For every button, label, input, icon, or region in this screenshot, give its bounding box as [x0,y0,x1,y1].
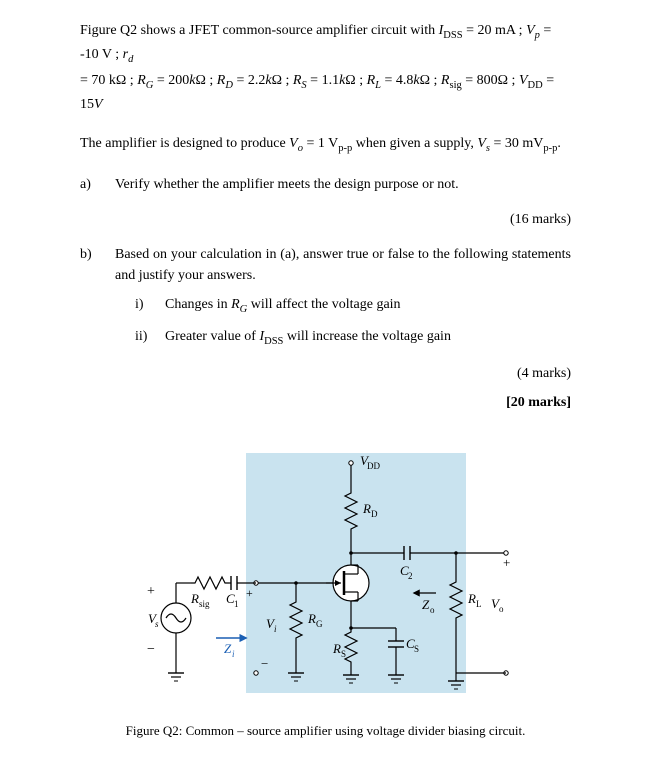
part-b: b) Based on your calculation in (a), ans… [80,244,571,349]
svg-text:−: − [261,656,268,671]
svg-text:R: R [467,591,476,606]
part-b-i-letter: i) [135,294,165,318]
part-b-ii-letter: ii) [135,326,165,350]
part-b-i-text: Changes in RG will affect the voltage ga… [165,294,571,318]
part-b-i: i) Changes in RG will affect the voltage… [135,294,571,318]
part-a: a) Verify whether the amplifier meets th… [80,174,571,195]
svg-text:sig: sig [199,599,210,609]
svg-text:1: 1 [234,599,239,609]
part-b-letter: b) [80,244,115,349]
svg-text:L: L [476,599,482,609]
svg-text:R: R [362,501,371,516]
svg-text:S: S [414,644,419,654]
part-b-ii: ii) Greater value of IDSS will increase … [135,326,571,350]
problem-intro-2: = 70 kΩ ; RG = 200kΩ ; RD = 2.2kΩ ; RS =… [80,70,571,115]
svg-text:+: + [147,584,155,599]
part-a-marks: (16 marks) [80,209,571,230]
svg-text:o: o [430,605,435,615]
part-b-marks: (4 marks) [80,363,571,384]
svg-text:s: s [155,619,159,629]
circuit-svg: V DD R D C 2 Z o R L V o + [136,443,516,703]
figure-caption: Figure Q2: Common – source amplifier usi… [80,721,571,741]
svg-text:+: + [503,555,510,570]
part-a-text: Verify whether the amplifier meets the d… [115,174,571,195]
part-b-ii-text: Greater value of IDSS will increase the … [165,326,571,350]
design-statement: The amplifier is designed to produce Vo … [80,133,571,157]
svg-text:S: S [341,649,346,659]
svg-text:R: R [332,641,341,656]
svg-text:+: + [246,586,253,600]
part-b-text: Based on your calculation in (a), answer… [115,244,571,286]
svg-text:G: G [316,619,323,629]
svg-text:o: o [499,604,504,614]
total-marks: [20 marks] [80,392,571,413]
svg-text:R: R [190,591,199,606]
svg-text:R: R [307,611,316,626]
svg-text:DD: DD [367,461,380,471]
figure-q2: V DD R D C 2 Z o R L V o + [80,443,571,703]
svg-text:−: − [147,642,155,657]
svg-text:Z: Z [224,641,232,656]
svg-text:2: 2 [408,571,413,581]
svg-text:D: D [371,509,378,519]
part-a-letter: a) [80,174,115,195]
problem-intro: Figure Q2 shows a JFET common-source amp… [80,20,571,67]
svg-text:Z: Z [422,597,430,612]
svg-text:i: i [232,649,235,659]
